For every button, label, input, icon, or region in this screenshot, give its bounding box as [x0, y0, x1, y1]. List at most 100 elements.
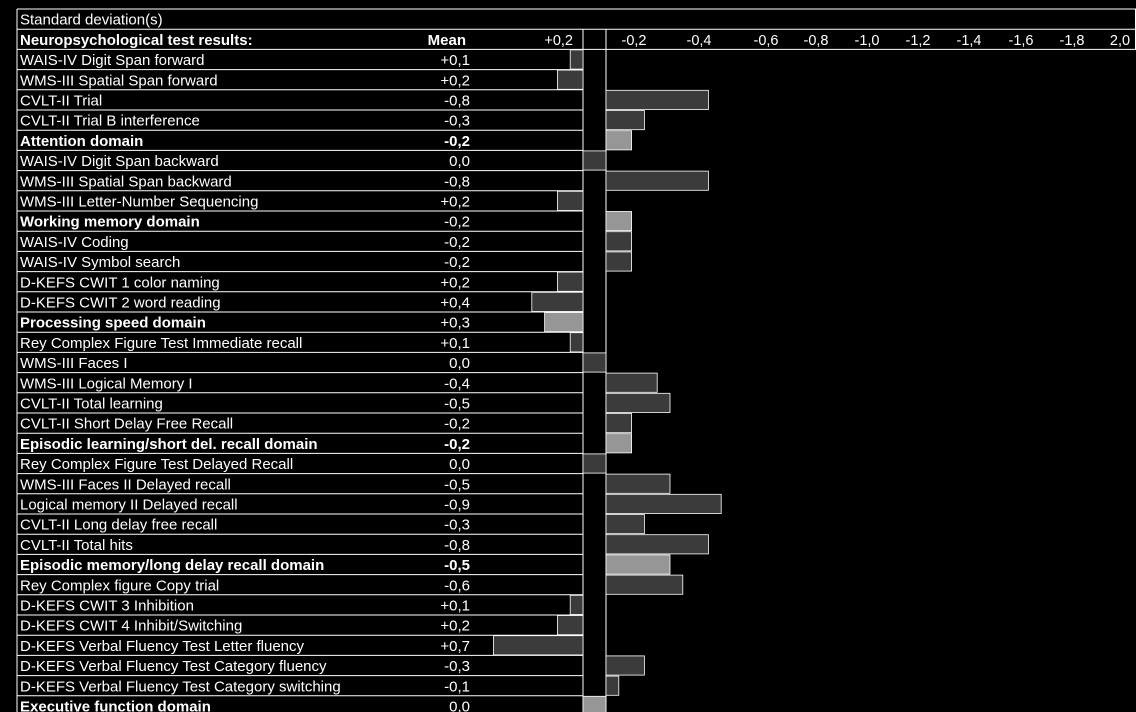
test-label: WMS-III Faces II Delayed recall — [20, 476, 231, 493]
test-mean-value: -0,8 — [444, 537, 470, 554]
test-bar — [582, 352, 607, 373]
test-label: Rey Complex figure Copy trial — [20, 577, 219, 594]
test-bar — [605, 534, 709, 555]
test-bar — [582, 453, 607, 474]
domain-label: Episodic learning/short del. recall doma… — [20, 436, 318, 453]
tick-label: -1,6 — [1009, 33, 1034, 49]
test-bar — [492, 635, 584, 656]
tick-label: -0,2 — [622, 33, 647, 49]
test-mean-value: -0,5 — [444, 396, 470, 413]
chart-title: Standard deviation(s) — [20, 12, 163, 29]
test-label: WMS-III Logical Memory I — [20, 375, 193, 392]
test-bar — [605, 655, 645, 676]
test-label: Logical memory II Delayed recall — [20, 497, 238, 514]
test-bar — [569, 49, 584, 70]
domain-mean-value: -0,2 — [444, 133, 470, 150]
domain-label: Processing speed domain — [20, 315, 206, 332]
test-label: CVLT-II Long delay free recall — [20, 517, 217, 534]
test-bar — [605, 251, 633, 272]
test-label: D-KEFS Verbal Fluency Test Category swit… — [20, 678, 341, 695]
test-bar — [557, 190, 584, 211]
test-label: CVLT-II Short Delay Free Recall — [20, 416, 233, 433]
domain-mean-value: -0,5 — [444, 557, 470, 574]
test-bar — [605, 89, 709, 110]
header-label: Neuropsychological test results: — [20, 32, 253, 49]
test-label: WAIS-IV Symbol search — [20, 254, 180, 271]
test-mean-value: -0,9 — [444, 497, 470, 514]
tick-label: -0,4 — [687, 33, 712, 49]
test-label: D-KEFS Verbal Fluency Test Letter fluenc… — [20, 638, 305, 655]
domain-bar — [544, 312, 584, 333]
bars-layer — [492, 49, 722, 712]
domain-bar — [605, 554, 671, 575]
test-label: WAIS-IV Digit Span backward — [20, 153, 219, 170]
tick-label: 2,0 — [1110, 33, 1130, 49]
test-label: D-KEFS CWIT 3 Inhibition — [20, 598, 194, 615]
domain-mean-value: -0,2 — [444, 436, 470, 453]
test-mean-value: -0,5 — [444, 476, 470, 493]
test-label: D-KEFS CWIT 2 word reading — [20, 295, 221, 312]
test-mean-value: +0,1 — [440, 335, 470, 352]
test-label: WMS-III Spatial Span backward — [20, 173, 232, 190]
test-bar — [582, 150, 607, 171]
test-bar — [605, 574, 684, 595]
test-label: Rey Complex Figure Test Immediate recall — [20, 335, 302, 352]
table-grid — [16, 8, 1136, 712]
test-bar — [605, 473, 671, 494]
test-mean-value: -0,1 — [444, 678, 470, 695]
test-bar — [605, 413, 633, 434]
domain-bar — [605, 211, 633, 232]
test-mean-value: +0,1 — [440, 598, 470, 615]
test-mean-value: 0,0 — [449, 153, 470, 170]
test-label: Rey Complex Figure Test Delayed Recall — [20, 456, 293, 473]
test-label: WAIS-IV Coding — [20, 234, 129, 251]
test-label: CVLT-II Trial — [20, 93, 102, 110]
test-label: CVLT-II Total learning — [20, 396, 163, 413]
domain-label: Executive function domain — [20, 699, 211, 712]
test-bar — [557, 271, 584, 292]
test-bar — [605, 392, 671, 413]
test-mean-value: -0,4 — [444, 375, 470, 392]
test-bar — [557, 69, 584, 90]
test-mean-value: 0,0 — [449, 355, 470, 372]
test-bar — [605, 493, 722, 514]
domain-mean-value: -0,2 — [444, 214, 470, 231]
test-mean-value: +0,2 — [440, 72, 470, 89]
test-bar — [569, 594, 584, 615]
domain-bar — [605, 130, 633, 151]
test-bar — [569, 332, 584, 353]
tick-label: -1,4 — [957, 33, 982, 49]
test-mean-value: +0,4 — [440, 295, 470, 312]
header-mean: Mean — [428, 32, 466, 49]
test-bar — [531, 291, 584, 312]
domain-label: Episodic memory/long delay recall domain — [20, 557, 324, 574]
tick-label: -1,8 — [1060, 33, 1085, 49]
test-mean-value: 0,0 — [449, 456, 470, 473]
test-mean-value: -0,2 — [444, 416, 470, 433]
test-label: WMS-III Faces I — [20, 355, 128, 372]
domain-mean-value: 0,0 — [449, 699, 470, 712]
test-bar — [605, 170, 709, 191]
tick-label: +0,2 — [544, 33, 573, 49]
test-mean-value: -0,6 — [444, 577, 470, 594]
test-label: D-KEFS CWIT 1 color naming — [20, 274, 220, 291]
test-mean-value: +0,7 — [440, 638, 470, 655]
test-mean-value: -0,2 — [444, 234, 470, 251]
tick-label: -1,2 — [906, 33, 931, 49]
domain-bar — [605, 433, 633, 454]
test-label: WMS-III Spatial Span forward — [20, 72, 218, 89]
test-label: CVLT-II Total hits — [20, 537, 133, 554]
test-mean-value: -0,2 — [444, 254, 470, 271]
tick-label: -1,0 — [855, 33, 880, 49]
test-bar — [605, 110, 645, 131]
test-label: D-KEFS CWIT 4 Inhibit/Switching — [20, 618, 242, 635]
test-label: D-KEFS Verbal Fluency Test Category flue… — [20, 658, 327, 675]
domain-bar — [582, 695, 607, 712]
test-bar — [605, 231, 633, 252]
tick-label: -0,8 — [804, 33, 829, 49]
test-label: WAIS-IV Digit Span forward — [20, 52, 205, 69]
test-label: WMS-III Letter-Number Sequencing — [20, 194, 258, 211]
test-bar — [605, 372, 658, 393]
test-bar — [557, 615, 584, 636]
